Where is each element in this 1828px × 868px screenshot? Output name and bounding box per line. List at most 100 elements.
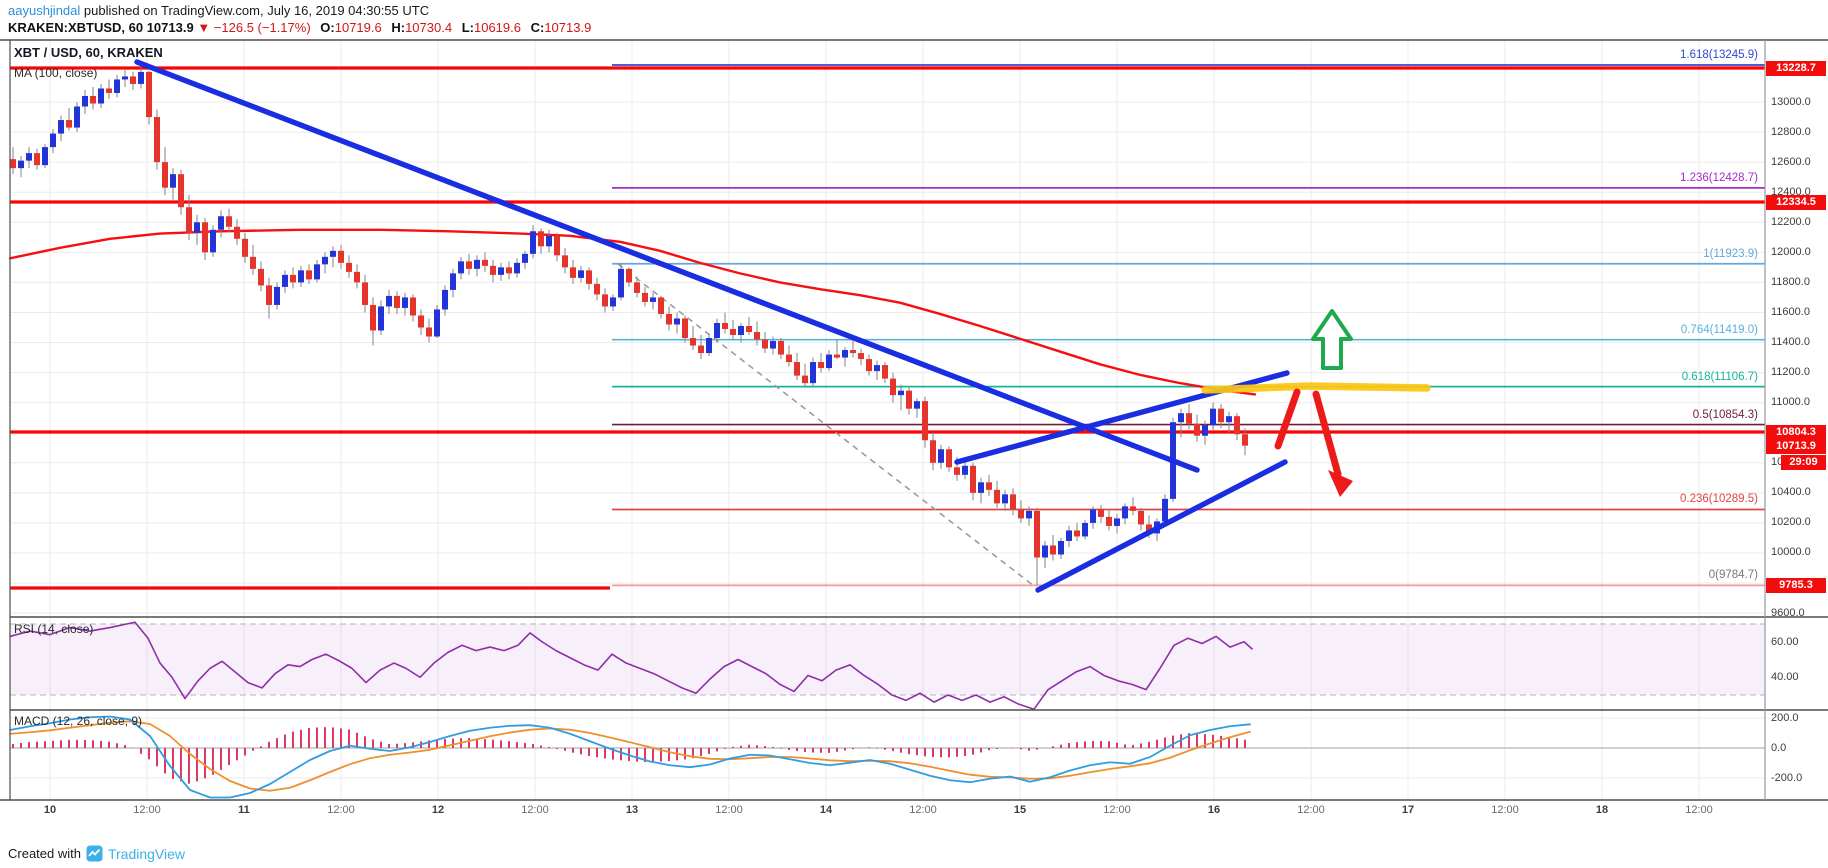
candle-body-up: [194, 222, 200, 233]
candle-body-down: [186, 207, 192, 233]
candle-body-down: [66, 120, 72, 128]
candle-body-up: [650, 297, 656, 302]
candle-body-up: [26, 153, 32, 161]
candle-body-down: [154, 117, 160, 163]
candle-body-up: [978, 482, 984, 493]
candle-body-down: [946, 449, 952, 468]
rsi-band: [10, 624, 1765, 695]
candle-body-up: [1090, 509, 1096, 523]
candle-body-up: [274, 286, 280, 305]
candle-body-up: [1202, 425, 1208, 436]
candle-body-up: [1082, 522, 1088, 537]
candle-body-down: [1034, 510, 1040, 558]
candle-body-down: [746, 325, 752, 333]
candle-body-down: [394, 295, 400, 308]
candle-body-down: [1050, 545, 1056, 555]
candle-body-up: [1042, 545, 1048, 558]
close-value: 10713.9: [544, 20, 592, 35]
candle-body-down: [242, 238, 248, 257]
candle-body-down: [346, 262, 352, 272]
price-change: ▼ −126.5 (−1.17%): [197, 20, 311, 35]
candle-body-down: [802, 375, 808, 384]
candle-body-down: [794, 362, 800, 376]
candle-body-down: [90, 95, 96, 104]
rsi-indicator-legend[interactable]: RSI (14, close): [14, 622, 94, 636]
created-with-text: Created with: [8, 846, 81, 861]
published-line: aayushjindal published on TradingView.co…: [8, 3, 429, 18]
candle-body-up: [58, 120, 64, 134]
candle-body-down: [410, 297, 416, 316]
candle-body-down: [538, 231, 544, 247]
candle-body-down: [362, 282, 368, 305]
candle-body-up: [578, 270, 584, 278]
candle-body-down: [466, 261, 472, 269]
candle-body-down: [858, 353, 864, 360]
candle-body-down: [258, 268, 264, 286]
candle-body-down: [370, 304, 376, 331]
candle-body-down: [866, 359, 872, 372]
symbol-ohlc-line: KRAKEN:XBTUSD, 60 10713.9 ▼ −126.5 (−1.1…: [8, 20, 591, 35]
candle-body-up: [522, 253, 528, 263]
candle-body-down: [922, 401, 928, 441]
tradingview-wordmark[interactable]: TradingView: [107, 845, 186, 862]
candle-body-down: [338, 250, 344, 263]
candle-body-down: [994, 489, 1000, 504]
candle-body-down: [594, 283, 600, 295]
candle-body-up: [50, 133, 56, 148]
candle-body-up: [122, 76, 128, 80]
candle-body-up: [1058, 540, 1064, 555]
candle-body-up: [138, 71, 144, 84]
candle-body-up: [1026, 510, 1032, 519]
candle-body-up: [962, 465, 968, 475]
open-label: O:: [320, 20, 335, 35]
candle-body-down: [418, 315, 424, 328]
candle-body-up: [474, 259, 480, 269]
candle-body-down: [146, 71, 152, 118]
candle-body-down: [698, 345, 704, 354]
candle-body-down: [554, 235, 560, 256]
published-text: published on TradingView.com, July 16, 2…: [80, 3, 430, 18]
candle-body-up: [1114, 518, 1120, 526]
author-username[interactable]: aayushjindal: [8, 3, 81, 18]
candle-body-up: [714, 322, 720, 339]
candle-body-down: [506, 267, 512, 274]
candle-body-up: [322, 256, 328, 265]
candle-body-up: [1178, 413, 1184, 423]
candle-body-up: [402, 297, 408, 308]
candle-body-down: [834, 354, 840, 358]
candle-body-down: [850, 350, 856, 354]
green-up-arrow: [1311, 309, 1353, 370]
candle-body-down: [290, 274, 296, 283]
candle-body-up: [98, 88, 104, 104]
chart-legend-symbol[interactable]: XBT / USD, 60, KRAKEN: [14, 45, 163, 60]
candle-body-up: [1122, 506, 1128, 519]
candle-body-up: [1162, 498, 1168, 522]
candle-body-down: [658, 297, 664, 314]
candle-body-down: [490, 265, 496, 275]
candle-body-up: [114, 79, 120, 93]
candle-body-up: [18, 160, 24, 169]
macd-line: [9, 715, 1251, 799]
candle-body-up: [170, 174, 176, 188]
yellow-highlight-line: [1201, 382, 1431, 394]
candle-body-down: [130, 76, 136, 84]
candle-body-down: [354, 271, 360, 283]
candle-body-up: [498, 267, 504, 275]
candle-body-up: [314, 264, 320, 280]
candle-body-down: [1138, 510, 1144, 525]
candle-body-up: [82, 95, 88, 107]
candle-body-down: [250, 256, 256, 269]
trendline: [1035, 459, 1288, 593]
candle-body-down: [266, 285, 272, 305]
open-value: 10719.6: [334, 20, 382, 35]
macd-indicator-legend[interactable]: MACD (12, 26, close, 9): [14, 714, 143, 728]
ma-indicator-legend[interactable]: MA (100, close): [14, 66, 98, 80]
candle-body-down: [1218, 408, 1224, 423]
candle-body-up: [618, 268, 624, 298]
candle-body-down: [786, 354, 792, 363]
candle-body-up: [74, 106, 80, 128]
candle-body-up: [938, 449, 944, 463]
candle-body-down: [954, 467, 960, 475]
candle-body-up: [810, 362, 816, 384]
